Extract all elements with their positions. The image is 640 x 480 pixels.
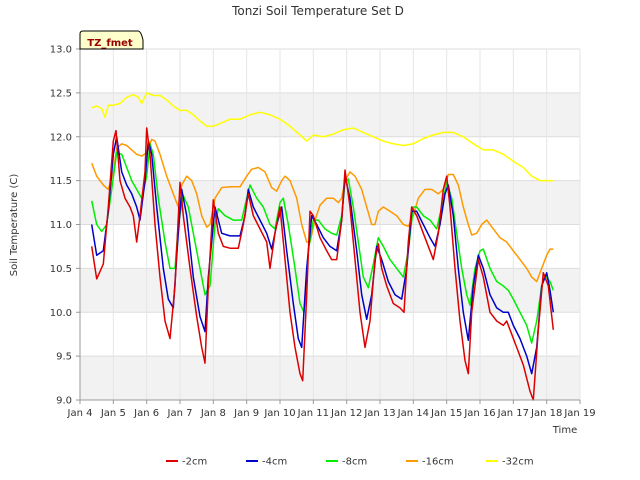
y-tick-label: 10.5 bbox=[50, 264, 72, 275]
plot-band bbox=[80, 268, 580, 313]
x-tick-label: Jan 17 bbox=[497, 408, 529, 419]
x-tick-label: Jan 12 bbox=[330, 408, 362, 419]
y-tick-label: 12.5 bbox=[50, 88, 72, 99]
legend-label: -8cm bbox=[342, 457, 367, 468]
station-badge: TZ_fmet bbox=[79, 30, 144, 50]
x-tick-label: Jan 4 bbox=[67, 408, 93, 419]
x-tick-label: Jan 18 bbox=[530, 408, 562, 419]
legend-label: -2cm bbox=[182, 457, 207, 468]
plot-band bbox=[80, 180, 580, 225]
station-badge-text: TZ_fmet bbox=[87, 38, 133, 49]
y-tick-label: 11.5 bbox=[50, 176, 72, 187]
series-line-16cmcm bbox=[90, 138, 554, 283]
legend-label: -4cm bbox=[262, 457, 287, 468]
x-tick-label: Jan 16 bbox=[463, 408, 495, 419]
x-tick-label: Jan 9 bbox=[233, 408, 259, 419]
x-tick-label: Jan 13 bbox=[363, 408, 395, 419]
legend-label: -16cm bbox=[422, 457, 454, 468]
y-tick-label: 9.0 bbox=[56, 396, 72, 407]
series-line-2cmcm bbox=[90, 127, 555, 401]
y-tick-label: 12.0 bbox=[50, 132, 72, 143]
plot-band bbox=[80, 92, 580, 137]
plot-band bbox=[80, 356, 580, 400]
legend-label: -32cm bbox=[502, 457, 534, 468]
series-lines bbox=[90, 92, 555, 401]
series-line-8cmcm bbox=[90, 143, 555, 344]
x-tick-label: Jan 10 bbox=[263, 408, 295, 419]
legend: -2cm -4cm -8cm -16cm -32cm bbox=[166, 457, 534, 468]
series-line-4cmcm bbox=[90, 136, 555, 375]
x-tick-label: Jan 8 bbox=[200, 408, 226, 419]
y-tick-label: 10.0 bbox=[50, 308, 72, 319]
x-tick-label: Jan 7 bbox=[167, 408, 193, 419]
y-axis-label: Soil Temperature (C) bbox=[9, 174, 20, 277]
x-tick-label: Jan 6 bbox=[133, 408, 159, 419]
series-line-32cmcm bbox=[91, 92, 554, 182]
y-tick-label: 9.5 bbox=[56, 352, 72, 363]
x-tick-label: Jan 14 bbox=[397, 408, 429, 419]
axes: 9.0 9.5 10.0 10.5 11.0 11.5 12.0 12.5 13.0 Jan 4 J… bbox=[50, 45, 596, 420]
station-badge-box bbox=[79, 30, 144, 50]
x-tick-label: Jan 15 bbox=[430, 408, 462, 419]
x-tick-label: Jan 11 bbox=[297, 408, 329, 419]
x-tick-label: Jan 5 bbox=[100, 408, 126, 419]
x-tick-label: Jan 19 bbox=[563, 408, 595, 419]
chart-title: Tonzi Soil Temperature Set D bbox=[231, 4, 404, 18]
x-axis-label: Time bbox=[552, 425, 577, 436]
y-tick-label: 11.0 bbox=[50, 220, 72, 231]
y-tick-label: 13.0 bbox=[50, 45, 72, 56]
